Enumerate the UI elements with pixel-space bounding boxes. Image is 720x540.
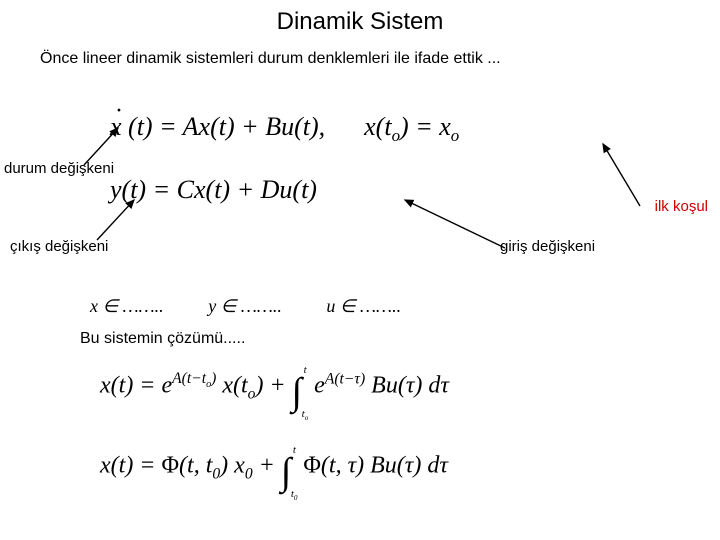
- label-output-variable: çıkış değişkeni: [10, 238, 108, 255]
- domain-x: x ∈ ……..: [90, 296, 164, 317]
- solution-intro-text: Bu sistemin çözümü.....: [80, 330, 245, 348]
- subtitle-text: Önce lineer dinamik sistemleri durum den…: [40, 50, 700, 68]
- equation-output: y(t) = Cx(t) + Du(t): [110, 175, 317, 205]
- domain-row: x ∈ …….. y ∈ …….. u ∈ ……..: [90, 296, 441, 317]
- domain-u: u ∈ ……..: [326, 296, 401, 317]
- equation-solution-phi: x(t) = Φ(t, t0) x0 + ∫ t t0 Φ(t, τ) Bu(τ…: [100, 450, 448, 494]
- label-state-variable: durum değişkeni: [4, 160, 114, 177]
- label-initial-condition: ilk koşul: [655, 198, 708, 215]
- label-input-variable: giriş değişkeni: [500, 238, 595, 255]
- equation-solution-exp: x(t) = eA(t−to) x(to) + ∫ t to eA(t−τ) B…: [100, 370, 449, 414]
- page-title: Dinamik Sistem: [0, 8, 720, 36]
- equation-state: ·x (t) = Ax(t) + Bu(t), x(to) = xo: [110, 112, 459, 146]
- domain-y: y ∈ ……..: [208, 296, 282, 317]
